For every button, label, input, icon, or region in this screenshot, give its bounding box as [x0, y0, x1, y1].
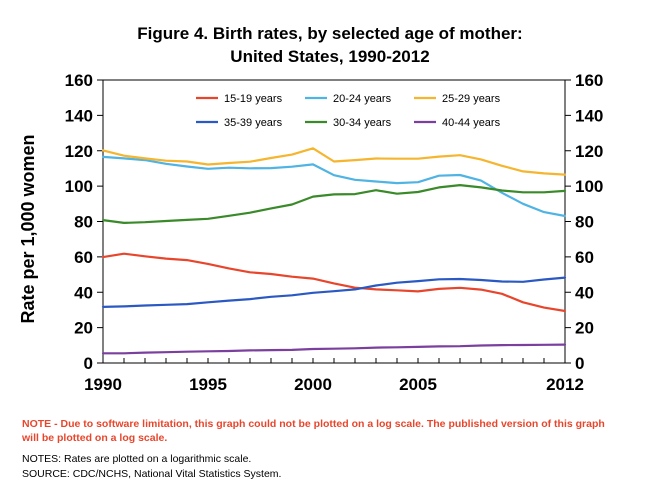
y-tick-label-left: 60	[74, 248, 93, 267]
x-tick-label: 2000	[294, 375, 332, 394]
y-tick-label-left: 80	[74, 213, 93, 232]
y-tick-label-left: 100	[65, 177, 93, 196]
series-line-20-24-years	[101, 155, 567, 218]
y-tick-label-right: 120	[575, 142, 603, 161]
y-axis-label: Rate per 1,000 women	[18, 134, 38, 323]
x-tick-label: 1995	[189, 375, 227, 394]
y-tick-label-left: 160	[65, 71, 93, 90]
x-tick-label: 2012	[546, 375, 584, 394]
y-tick-label-right: 160	[575, 71, 603, 90]
series-line-25-29-years	[101, 147, 567, 176]
y-tick-label-right: 20	[575, 319, 594, 338]
x-tick-label: 2005	[399, 375, 437, 394]
y-tick-label-right: 80	[575, 213, 594, 232]
birth-rates-chart: Figure 4. Birth rates, by selected age o…	[18, 24, 604, 394]
legend-label: 25-29 years	[442, 93, 501, 105]
legend-label: 35-39 years	[224, 117, 283, 129]
axes: 0 0 20 20 40 40 60 60 80 80 100 100 120 120 140 140 160 1…	[65, 71, 604, 394]
series-line-30-34-years	[101, 184, 567, 224]
y-tick-label-right: 40	[575, 283, 594, 302]
y-tick-label-left: 0	[84, 354, 93, 373]
legend-label: 20-24 years	[333, 93, 392, 105]
legend-label: 30-34 years	[333, 117, 392, 129]
notes-block: NOTES: Rates are plotted on a logarithmi…	[22, 452, 622, 482]
legend-label: 40-44 years	[442, 117, 501, 129]
chart-title-line2: United States, 1990-2012	[230, 47, 429, 66]
legend: 15-19 years 20-24 years 25-29 years 35-39 y…	[196, 93, 501, 129]
y-tick-label-left: 120	[65, 142, 93, 161]
legend-label: 15-19 years	[224, 93, 283, 105]
y-tick-label-right: 100	[575, 177, 603, 196]
x-tick-label: 1990	[84, 375, 122, 394]
y-tick-label-left: 140	[65, 106, 93, 125]
source-note: SOURCE: CDC/NCHS, National Vital Statist…	[22, 468, 282, 480]
software-limitation-note: NOTE - Due to software limitation, this …	[22, 418, 605, 444]
chart-title-line1: Figure 4. Birth rates, by selected age o…	[137, 24, 522, 43]
series-line-15-19-years	[101, 252, 567, 313]
y-tick-label-right: 60	[575, 248, 594, 267]
series-lines	[101, 147, 567, 355]
y-tick-label-left: 40	[74, 283, 93, 302]
y-tick-label-right: 0	[575, 354, 584, 373]
log-scale-note: NOTES: Rates are plotted on a logarithmi…	[22, 453, 252, 465]
series-line-35-39-years	[101, 276, 567, 308]
series-line-40-44-years	[101, 343, 567, 355]
y-tick-label-left: 20	[74, 319, 93, 338]
y-tick-label-right: 140	[575, 106, 603, 125]
